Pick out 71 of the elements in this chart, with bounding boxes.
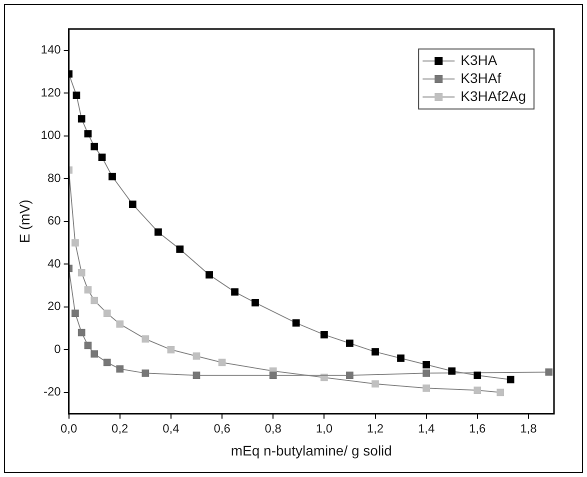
point (84, 286, 92, 294)
point (84, 130, 92, 138)
point (269, 372, 277, 379)
point (422, 370, 430, 377)
point (397, 354, 404, 362)
point (78, 269, 86, 276)
point (292, 319, 300, 327)
y-tick-label: 40 (47, 256, 62, 270)
y-tick-label: 140 (40, 42, 62, 57)
x-tick-label: 0,8 (264, 421, 282, 436)
point (496, 388, 504, 396)
point (116, 320, 124, 328)
point (372, 380, 379, 388)
x-tick-label: 1,0 (316, 421, 333, 436)
x-tick-label: 0,6 (214, 421, 231, 436)
y-tick-label: 120 (40, 85, 62, 100)
x-axis-title: mEq n-butylamine/ g solid (230, 442, 392, 458)
point (176, 246, 184, 253)
point (90, 350, 98, 358)
point (78, 115, 86, 122)
point (545, 368, 553, 376)
point (422, 384, 430, 392)
y-tick-label: 20 (47, 299, 62, 314)
x-tick-label: 1,2 (366, 421, 384, 436)
point (474, 372, 482, 379)
point (218, 358, 226, 366)
point (142, 370, 150, 377)
point (103, 358, 111, 366)
point (142, 335, 150, 343)
x-tick-label: 0,4 (162, 421, 180, 436)
point (192, 372, 200, 379)
legend-label: K3HAf (460, 70, 502, 86)
point (167, 346, 175, 354)
point (128, 200, 136, 208)
point (372, 348, 379, 356)
point (506, 376, 514, 384)
x-tick-label: 1,6 (469, 421, 486, 436)
point (154, 228, 162, 236)
point (72, 239, 79, 246)
legend-label: K3HA (460, 52, 498, 68)
point (448, 367, 456, 375)
point (474, 386, 482, 394)
y-tick-label: 100 (40, 128, 62, 142)
point (231, 288, 238, 296)
point (108, 172, 116, 180)
point (346, 340, 354, 347)
x-tick-label: 0,0 (60, 421, 78, 436)
point (90, 296, 98, 304)
x-tick-label: 0,2 (112, 421, 129, 436)
point (192, 352, 200, 360)
point (116, 365, 124, 373)
x-tick-label: 1,8 (520, 421, 538, 436)
y-tick-label: 80 (47, 170, 62, 185)
y-tick-label: -20 (43, 384, 62, 399)
point (98, 154, 106, 161)
point (103, 310, 111, 318)
point (78, 328, 86, 336)
y-axis-title: E (mV) (16, 200, 32, 244)
x-tick-label: 1,4 (418, 421, 435, 436)
point (346, 372, 354, 379)
y-tick-label: 0 (54, 342, 62, 356)
legend-label: K3HAf2Ag (460, 88, 526, 104)
point (90, 142, 98, 150)
point (422, 360, 430, 368)
point (72, 310, 79, 318)
point (84, 342, 92, 350)
y-tick-label: 60 (47, 214, 62, 228)
point (206, 271, 213, 279)
point (320, 331, 328, 338)
point (72, 92, 80, 99)
point (252, 298, 259, 306)
